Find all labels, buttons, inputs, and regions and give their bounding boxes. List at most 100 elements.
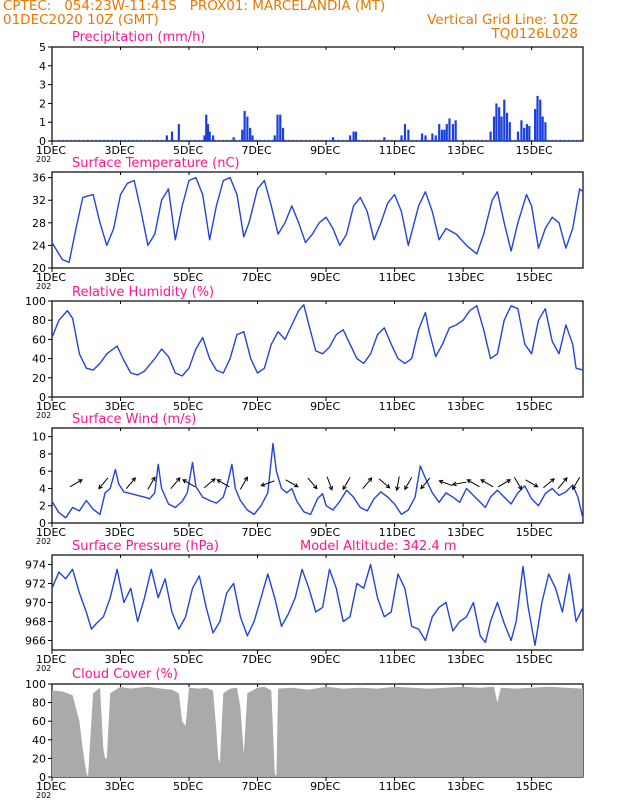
wind-arrow bbox=[526, 480, 538, 487]
panel-2-xtick-label: 7DEC bbox=[242, 271, 272, 284]
wind-arrow bbox=[327, 477, 332, 490]
precip-bar bbox=[539, 100, 541, 141]
precip-bar bbox=[455, 120, 457, 141]
wind-arrow-shaft bbox=[171, 478, 180, 489]
precip-bar bbox=[209, 132, 211, 141]
precip-bar bbox=[443, 130, 445, 141]
wind-arrow bbox=[498, 480, 510, 487]
model-altitude-label: Model Altitude: 342.4 m bbox=[300, 539, 457, 554]
panel-5-xtick-label: 11DEC bbox=[379, 653, 416, 666]
panel-1-xtick-label: 9DEC bbox=[310, 144, 340, 157]
wind-arrow bbox=[453, 482, 467, 486]
precip-bar bbox=[438, 124, 440, 141]
precip-bar bbox=[241, 130, 243, 141]
wind-arrow-shaft bbox=[126, 478, 135, 489]
panel-6-xtick-label: 7DEC bbox=[242, 780, 272, 793]
panel-4-frame bbox=[52, 428, 583, 523]
precip-bar bbox=[421, 133, 423, 141]
panel-3-year-stub: 202 bbox=[36, 411, 51, 420]
panel-4-ytick-label: 8 bbox=[39, 448, 46, 461]
precip-bar bbox=[498, 107, 500, 141]
panel-4-xtick-label: 7DEC bbox=[242, 526, 272, 539]
precip-bar bbox=[276, 115, 278, 141]
precip-bar bbox=[544, 122, 546, 141]
precip-bar bbox=[244, 111, 246, 141]
wind-arrow bbox=[481, 480, 493, 487]
panel-1-ytick-label: 1 bbox=[39, 116, 46, 129]
cloud-cover-area bbox=[52, 687, 583, 777]
precip-bar bbox=[404, 124, 406, 141]
precip-bar bbox=[500, 117, 502, 141]
panel-3-xtick-label: 13DEC bbox=[447, 400, 484, 413]
panel-5-ytick-label: 970 bbox=[25, 597, 46, 610]
wind-arrow bbox=[70, 480, 82, 487]
wind-arrow-shaft bbox=[379, 479, 390, 488]
precip-bar bbox=[493, 117, 495, 141]
panel-1-year-stub: 202 bbox=[36, 155, 51, 164]
panel-1-xtick-label: 7DEC bbox=[242, 144, 272, 157]
panel-5-ytick-label: 972 bbox=[25, 578, 46, 591]
precip-bar bbox=[352, 132, 354, 141]
panel-6-xtick-label: 5DEC bbox=[173, 780, 203, 793]
panel-4-year-stub: 202 bbox=[36, 537, 51, 546]
panel-5-year-stub: 202 bbox=[36, 664, 51, 673]
panel-3-ytick-label: 40 bbox=[32, 353, 46, 366]
panel-2-xtick-label: 13DEC bbox=[447, 271, 484, 284]
panel-2-ytick-label: 24 bbox=[32, 239, 46, 252]
panel-1-ytick-label: 5 bbox=[39, 41, 46, 54]
panel-5-xtick-label: 15DEC bbox=[516, 653, 553, 666]
panel-1-xtick-label: 15DEC bbox=[516, 144, 553, 157]
wind-arrow bbox=[363, 478, 372, 489]
precip-bar bbox=[435, 135, 437, 141]
panel-5-xtick-label: 5DEC bbox=[173, 653, 203, 666]
panel-2-xtick-label: 15DEC bbox=[516, 271, 553, 284]
wind-arrow bbox=[343, 477, 350, 489]
wind-arrow bbox=[148, 477, 155, 489]
panel-6-ytick-label: 20 bbox=[32, 752, 46, 765]
panel-5-xtick-label: 13DEC bbox=[447, 653, 484, 666]
panel-1-xtick-label: 13DEC bbox=[447, 144, 484, 157]
precip-bar bbox=[233, 137, 235, 141]
panel-5-xtick-label: 9DEC bbox=[310, 653, 340, 666]
precip-bar bbox=[523, 128, 525, 141]
precip-bar bbox=[251, 135, 253, 141]
wind-arrow bbox=[405, 477, 412, 489]
precip-bar bbox=[166, 135, 168, 141]
panel-2-title: Surface Temperature (nC) bbox=[72, 156, 240, 171]
panel-1-ytick-label: 4 bbox=[39, 60, 46, 73]
precip-bar bbox=[274, 135, 276, 141]
panel-6-title: Cloud Cover (%) bbox=[72, 667, 178, 682]
precip-bar bbox=[448, 118, 450, 141]
panel-1-ytick-label: 3 bbox=[39, 79, 46, 92]
panel-1-title: Precipitation (mm/h) bbox=[72, 30, 205, 45]
panel-3-ytick-label: 80 bbox=[32, 314, 46, 327]
panel-2-ytick-label: 36 bbox=[32, 172, 46, 185]
wind-arrow bbox=[171, 478, 180, 489]
panel-5-xtick-label: 3DEC bbox=[105, 653, 135, 666]
precip-bar bbox=[542, 117, 544, 141]
wind-arrow bbox=[240, 477, 247, 489]
panel-2-ytick-label: 28 bbox=[32, 217, 46, 230]
precip-bar bbox=[171, 132, 173, 141]
precip-bar bbox=[355, 132, 357, 141]
panel-3-xtick-label: 11DEC bbox=[379, 400, 416, 413]
precip-bar bbox=[349, 135, 351, 141]
panel-4-series-line bbox=[52, 444, 583, 519]
panel-6-ytick-label: 40 bbox=[32, 734, 46, 747]
panel-2-xtick-label: 5DEC bbox=[173, 271, 203, 284]
panel-5-ytick-label: 974 bbox=[25, 559, 46, 572]
precip-bar bbox=[452, 124, 454, 141]
wind-arrow-shaft bbox=[558, 478, 567, 489]
panel-5-ytick-label: 966 bbox=[25, 635, 46, 648]
panel-3-frame bbox=[52, 301, 583, 397]
panel-3-xtick-label: 7DEC bbox=[242, 400, 272, 413]
precip-bar bbox=[431, 133, 433, 141]
panel-5-title: Surface Pressure (hPa) bbox=[72, 539, 219, 554]
panel-2-xtick-label: 9DEC bbox=[310, 271, 340, 284]
precip-bar bbox=[528, 126, 530, 141]
precip-bar bbox=[441, 130, 443, 141]
precip-bar bbox=[517, 132, 519, 141]
panel-2-series-line bbox=[52, 178, 583, 263]
precip-bar bbox=[400, 135, 402, 141]
